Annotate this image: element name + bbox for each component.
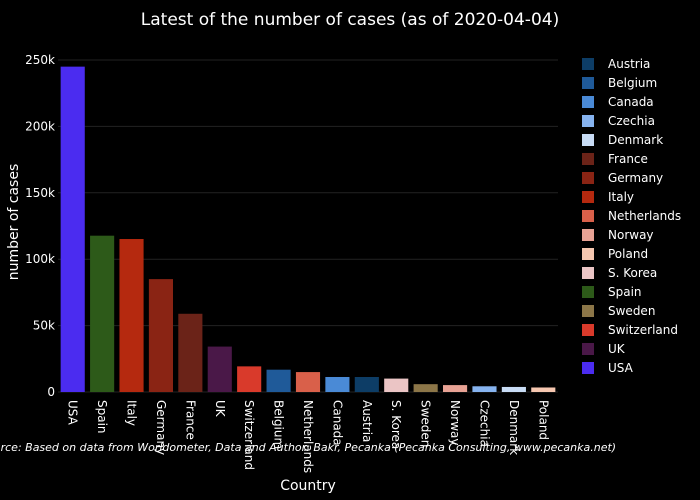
y-tick-label: 250k xyxy=(25,53,55,67)
legend-label[interactable]: Belgium xyxy=(608,76,657,90)
bar-usa[interactable] xyxy=(60,66,85,392)
legend-label[interactable]: Canada xyxy=(608,95,654,109)
source-annotation: Source: Based on data from Worldometer, … xyxy=(0,441,616,454)
bar-belgium[interactable] xyxy=(266,369,291,392)
bars xyxy=(60,66,556,392)
bar-spain[interactable] xyxy=(90,235,115,392)
bar-norway[interactable] xyxy=(443,385,468,392)
legend-swatch[interactable] xyxy=(582,267,594,279)
x-tick-label: Norway xyxy=(448,400,462,446)
x-tick-label: S. Korea xyxy=(389,400,403,449)
bar-netherlands[interactable] xyxy=(295,372,321,392)
legend-swatch[interactable] xyxy=(582,248,594,260)
legend-label[interactable]: Czechia xyxy=(608,114,655,128)
x-tick-label: Belgium xyxy=(272,400,286,449)
legend-label[interactable]: Italy xyxy=(608,190,634,204)
y-tick-label: 50k xyxy=(33,319,55,333)
bar-denmark[interactable] xyxy=(501,386,526,392)
x-tick-label: Sweden xyxy=(419,400,433,447)
x-axis-title: Country xyxy=(280,478,336,494)
y-axis-title: number of cases xyxy=(6,164,22,281)
legend-swatch[interactable] xyxy=(582,210,594,222)
legend-swatch[interactable] xyxy=(582,362,594,374)
x-tick-label: Austria xyxy=(360,400,374,442)
x-tick-label: Netherlands xyxy=(301,400,315,473)
legend-label[interactable]: Netherlands xyxy=(608,209,681,223)
legend-swatch[interactable] xyxy=(582,153,594,165)
legend-label[interactable]: France xyxy=(608,152,648,166)
legend-label[interactable]: Norway xyxy=(608,228,654,242)
x-tick-label: Spain xyxy=(95,400,109,434)
x-tick-label: France xyxy=(183,400,197,440)
y-tick-label: 100k xyxy=(25,252,55,266)
legend-swatch[interactable] xyxy=(582,77,594,89)
legend-swatch[interactable] xyxy=(582,96,594,108)
x-axis-ticks: USA Spain Italy Germany France UK Switzerland B… xyxy=(66,400,551,473)
legend: Austria Belgium Canada Czechia Denmark France… xyxy=(582,57,681,375)
y-tick-label: 150k xyxy=(25,186,55,200)
y-axis-ticks: 0 50k 100k 150k 200k 250k xyxy=(25,53,55,399)
legend-swatch[interactable] xyxy=(582,305,594,317)
x-tick-label: UK xyxy=(213,400,227,418)
legend-label[interactable]: USA xyxy=(608,361,634,375)
legend-label[interactable]: Germany xyxy=(608,171,663,185)
legend-swatch[interactable] xyxy=(582,343,594,355)
legend-label[interactable]: Spain xyxy=(608,285,642,299)
legend-swatch[interactable] xyxy=(582,134,594,146)
legend-label[interactable]: UK xyxy=(608,342,626,356)
bar-germany[interactable] xyxy=(148,279,173,392)
legend-swatch[interactable] xyxy=(582,191,594,203)
bar-s-korea[interactable] xyxy=(384,378,409,392)
bar-france[interactable] xyxy=(178,313,203,392)
legend-label[interactable]: S. Korea xyxy=(608,266,657,280)
legend-swatch[interactable] xyxy=(582,324,594,336)
y-tick-label: 200k xyxy=(25,119,55,133)
legend-label[interactable]: Sweden xyxy=(608,304,655,318)
legend-label[interactable]: Austria xyxy=(608,57,650,71)
legend-swatch[interactable] xyxy=(582,229,594,241)
legend-label[interactable]: Denmark xyxy=(608,133,663,147)
x-tick-label: USA xyxy=(66,400,80,426)
x-tick-label: Poland xyxy=(536,400,550,440)
bar-poland[interactable] xyxy=(531,387,556,392)
bar-canada[interactable] xyxy=(325,376,350,392)
chart-title: Latest of the number of cases (as of 202… xyxy=(141,10,559,30)
x-tick-label: Italy xyxy=(125,400,139,426)
bar-switzerland[interactable] xyxy=(237,366,262,392)
x-tick-label: Denmark xyxy=(507,400,521,455)
legend-swatch[interactable] xyxy=(582,58,594,70)
bar-italy[interactable] xyxy=(119,239,144,392)
bar-sweden[interactable] xyxy=(413,384,438,392)
bar-uk[interactable] xyxy=(207,346,232,392)
y-tick-label: 0 xyxy=(47,385,55,399)
legend-label[interactable]: Switzerland xyxy=(608,323,678,337)
legend-swatch[interactable] xyxy=(582,286,594,298)
x-tick-label: Switzerland xyxy=(242,400,256,470)
legend-swatch[interactable] xyxy=(582,172,594,184)
bar-austria[interactable] xyxy=(354,376,379,392)
bar-czechia[interactable] xyxy=(472,386,497,392)
x-tick-label: Czechia xyxy=(477,400,491,447)
x-tick-label: Germany xyxy=(154,400,168,455)
x-tick-label: Canada xyxy=(330,400,344,446)
legend-swatch[interactable] xyxy=(582,115,594,127)
legend-label[interactable]: Poland xyxy=(608,247,648,261)
